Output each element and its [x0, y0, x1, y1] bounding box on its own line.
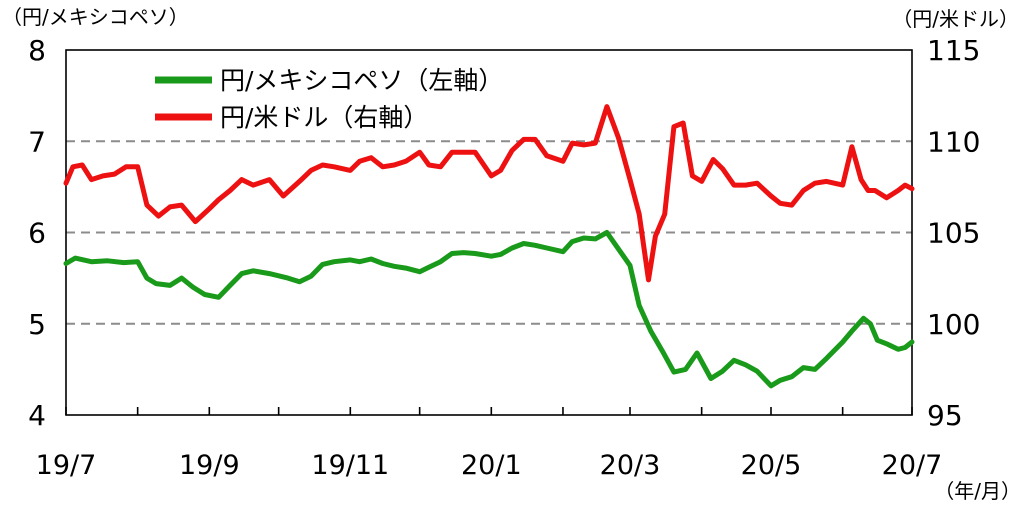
left-axis-unit-label: （円/メキシコペソ） — [2, 5, 189, 29]
left-y-tick-label: 8 — [28, 34, 46, 67]
x-tick-label: 19/11 — [311, 450, 389, 481]
x-tick-label: 20/5 — [741, 450, 802, 481]
plot-border — [65, 49, 913, 416]
series-line-usd — [63, 104, 915, 283]
left-y-tick-label: 7 — [28, 125, 46, 158]
left-y-tick-label: 5 — [28, 308, 46, 341]
x-tick-label: 19/9 — [179, 450, 240, 481]
x-tick-label: 20/1 — [461, 450, 522, 481]
right-y-tick-label: 105 — [927, 217, 980, 250]
legend-label: 円/メキシコペソ（左軸） — [220, 66, 503, 95]
x-tick-label: 20/3 — [600, 450, 661, 481]
right-axis-unit-label: （円/米ドル） — [892, 7, 1019, 31]
legend-label: 円/米ドル（右軸） — [220, 103, 428, 132]
x-tick-label: 20/7 — [882, 450, 943, 481]
right-y-tick-label: 100 — [927, 308, 980, 341]
left-y-tick-label: 4 — [28, 399, 46, 432]
x-tick-label: 19/7 — [36, 450, 97, 481]
right-y-tick-label: 110 — [927, 125, 980, 158]
x-axis-unit-label: （年/月） — [934, 479, 1021, 503]
right-y-tick-label: 95 — [927, 399, 963, 432]
right-y-tick-label: 115 — [927, 34, 980, 67]
left-y-tick-label: 6 — [28, 217, 46, 250]
series-line-mxn — [63, 230, 915, 389]
